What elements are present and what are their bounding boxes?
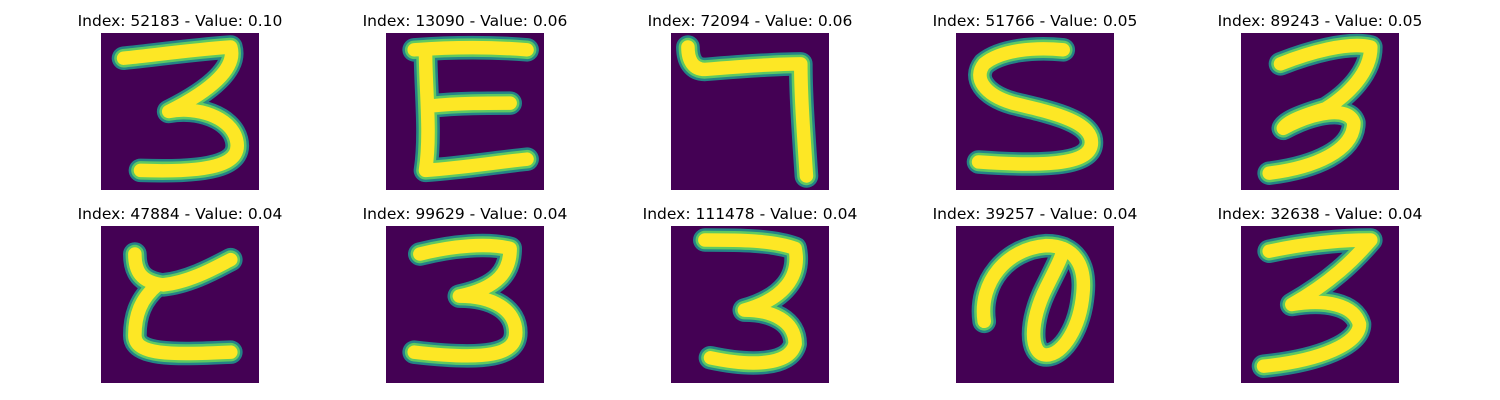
digit-stroke xyxy=(128,247,238,361)
digit-stroke xyxy=(116,40,244,178)
digit-stroke xyxy=(971,42,1099,171)
digit-image xyxy=(101,226,259,383)
panel-3: Index: 72094 - Value: 0.06 xyxy=(635,10,865,190)
digit-image xyxy=(956,226,1114,383)
panel-2: Index: 13090 - Value: 0.06 xyxy=(350,10,580,190)
digit-stroke xyxy=(1262,38,1378,180)
panel-title: Index: 99629 - Value: 0.04 xyxy=(362,205,568,223)
panel-8: Index: 111478 - Value: 0.04 xyxy=(635,203,865,383)
panel-title: Index: 39257 - Value: 0.04 xyxy=(932,205,1138,223)
digit-image xyxy=(671,33,829,190)
digit-image xyxy=(386,226,544,383)
digit-image xyxy=(1241,226,1399,383)
digit-image xyxy=(101,33,259,190)
digit-stroke xyxy=(407,41,534,178)
panel-title: Index: 52183 - Value: 0.10 xyxy=(77,12,283,30)
panel-7: Index: 99629 - Value: 0.04 xyxy=(350,203,580,383)
panel-title: Index: 13090 - Value: 0.06 xyxy=(362,12,568,30)
panel-title: Index: 72094 - Value: 0.06 xyxy=(647,12,853,30)
digit-image xyxy=(956,33,1114,190)
digit-image xyxy=(1241,33,1399,190)
digit-stroke xyxy=(1256,233,1378,373)
digit-image xyxy=(386,33,544,190)
panel-9: Index: 39257 - Value: 0.04 xyxy=(920,203,1150,383)
panel-title: Index: 51766 - Value: 0.05 xyxy=(932,12,1138,30)
digit-stroke xyxy=(681,40,814,183)
panel-10: Index: 32638 - Value: 0.04 xyxy=(1205,203,1435,383)
panel-1: Index: 52183 - Value: 0.10 xyxy=(65,10,295,190)
panel-title: Index: 111478 - Value: 0.04 xyxy=(642,205,858,223)
panel-5: Index: 89243 - Value: 0.05 xyxy=(1205,10,1435,190)
digit-stroke xyxy=(407,238,523,363)
panel-6: Index: 47884 - Value: 0.04 xyxy=(65,203,295,383)
digit-stroke xyxy=(698,233,803,370)
panel-title: Index: 32638 - Value: 0.04 xyxy=(1217,205,1423,223)
digit-image xyxy=(671,226,829,383)
panel-title: Index: 89243 - Value: 0.05 xyxy=(1217,12,1423,30)
digit-stroke xyxy=(976,238,1091,362)
panel-4: Index: 51766 - Value: 0.05 xyxy=(920,10,1150,190)
panel-title: Index: 47884 - Value: 0.04 xyxy=(77,205,283,223)
